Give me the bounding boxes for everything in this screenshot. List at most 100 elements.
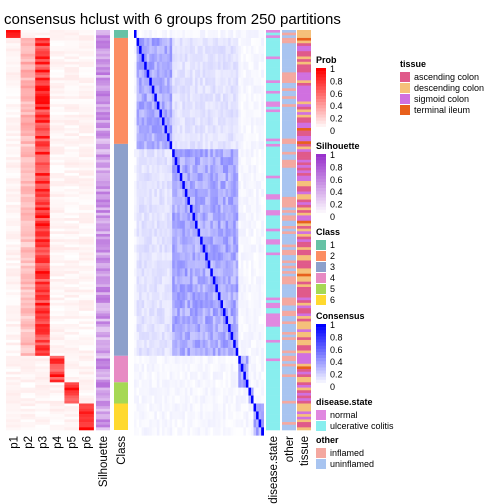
consensus-cell (154, 284, 158, 293)
prob-cell (64, 371, 80, 375)
consensus-cell (240, 196, 244, 206)
consensus-cell (177, 355, 181, 365)
prob-cell (35, 363, 51, 367)
consensus-cell (161, 77, 165, 86)
consensus-cell (144, 308, 148, 317)
consensus-cell (161, 196, 165, 206)
tissue-cell (297, 377, 311, 380)
consensus-cell (220, 69, 224, 78)
prob-cell (49, 128, 65, 131)
prob-cell (49, 175, 65, 179)
consensus-cell (187, 45, 191, 55)
tissue-cell (297, 135, 311, 139)
consensus-cell (217, 53, 221, 63)
consensus-cell (256, 188, 259, 198)
consensus-cell (159, 355, 163, 365)
consensus-cell (215, 69, 219, 78)
consensus-cell (220, 204, 224, 214)
consensus-cell (182, 347, 186, 357)
prob-cell (79, 77, 94, 81)
tissue-cell (297, 241, 311, 245)
consensus-cell (179, 93, 183, 102)
prob-cell (35, 390, 51, 394)
consensus-cell (253, 252, 257, 261)
prob-cell (49, 215, 65, 219)
prob-cell (79, 80, 94, 84)
consensus-cell (182, 53, 186, 63)
tissue-cell (297, 233, 311, 237)
other-cell (282, 93, 296, 97)
consensus-cell (197, 355, 201, 365)
prob-cell (6, 411, 21, 415)
consensus-cell (187, 284, 191, 293)
prob-cell (64, 51, 80, 55)
consensus-cell (238, 331, 242, 341)
consensus-cell (215, 228, 219, 237)
disease-state-cell (266, 210, 280, 214)
consensus-cell (177, 188, 181, 198)
consensus-cell (235, 371, 239, 380)
legend-gradient-step (316, 108, 326, 112)
consensus-cell (167, 212, 170, 222)
silhouette-cell (96, 345, 110, 349)
other-cell (282, 419, 296, 423)
consensus-cell (179, 268, 183, 277)
prob-cell (64, 326, 80, 330)
consensus-cell (177, 61, 181, 71)
prob-cell (20, 252, 36, 256)
tissue-cell (297, 236, 311, 240)
other-cell (282, 236, 296, 240)
consensus-cell (230, 355, 234, 365)
prob-cell (49, 252, 65, 256)
tissue-cell (297, 392, 311, 396)
silhouette-cell (96, 414, 110, 418)
prob-cell (79, 138, 94, 142)
prob-cell (49, 244, 65, 248)
consensus-cell (134, 363, 137, 373)
other-cell (282, 337, 296, 341)
consensus-cell (197, 244, 201, 253)
consensus-cell (202, 347, 206, 357)
disease-state-cell (266, 334, 280, 338)
consensus-cell (174, 101, 178, 110)
consensus-cell (223, 355, 226, 365)
consensus-cell (184, 77, 188, 86)
disease-state-cell (266, 104, 280, 108)
prob-cell (49, 159, 65, 163)
consensus-cell (200, 228, 203, 237)
consensus-cell (134, 101, 137, 110)
consensus-cell (253, 109, 257, 118)
consensus-cell (164, 85, 168, 94)
consensus-cell (172, 77, 175, 86)
consensus-cell (223, 173, 226, 182)
disease-state-cell (266, 112, 280, 116)
prob-cell (64, 231, 80, 235)
consensus-cell (205, 292, 209, 301)
prob-cell (35, 90, 51, 94)
consensus-cell (220, 53, 224, 63)
consensus-cell (207, 419, 211, 428)
consensus-cell (261, 395, 264, 404)
prob-cell (20, 154, 36, 158)
consensus-cell (189, 347, 193, 357)
prob-cell (49, 135, 65, 139)
consensus-cell (159, 316, 163, 325)
consensus-cell (182, 30, 186, 39)
consensus-cell (240, 61, 244, 71)
consensus-cell (197, 180, 201, 190)
consensus-cell (245, 204, 249, 214)
tissue-cell (297, 101, 311, 105)
consensus-cell (205, 101, 209, 110)
prob-cell (6, 424, 21, 428)
consensus-cell (164, 308, 168, 317)
silhouette-cell (96, 120, 110, 124)
consensus-cell (207, 85, 211, 94)
consensus-cell (245, 244, 249, 253)
consensus-cell (253, 117, 257, 126)
silhouette-cell (96, 128, 110, 131)
consensus-cell (225, 331, 229, 341)
prob-cell (49, 218, 65, 222)
prob-cell (64, 347, 80, 351)
consensus-cell (200, 371, 203, 380)
consensus-cell (164, 101, 168, 110)
